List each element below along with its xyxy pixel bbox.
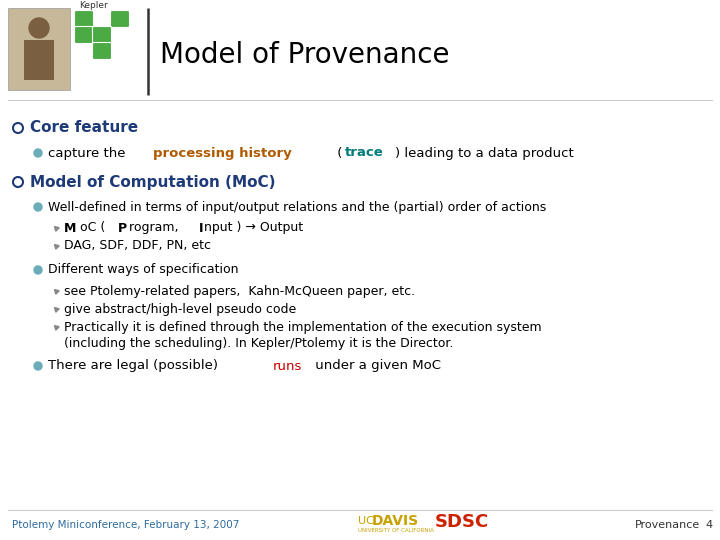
Text: capture the: capture the	[48, 146, 130, 159]
Text: rogram,: rogram,	[130, 221, 183, 234]
Circle shape	[34, 149, 42, 157]
Circle shape	[34, 203, 42, 211]
Text: oC (: oC (	[80, 221, 109, 234]
Text: under a given MoC: under a given MoC	[311, 360, 441, 373]
Text: ) leading to a data product: ) leading to a data product	[395, 146, 573, 159]
Circle shape	[29, 18, 49, 38]
Text: Well-defined in terms of input/output relations and the (partial) order of actio: Well-defined in terms of input/output re…	[48, 200, 546, 213]
Text: I: I	[199, 221, 203, 234]
Text: 4: 4	[706, 520, 713, 530]
FancyBboxPatch shape	[74, 10, 94, 28]
FancyBboxPatch shape	[8, 8, 70, 90]
FancyBboxPatch shape	[24, 40, 54, 80]
Text: UC: UC	[358, 516, 374, 526]
Text: nput ) → Output: nput ) → Output	[204, 221, 303, 234]
Circle shape	[34, 362, 42, 370]
Text: DAG, SDF, DDF, PN, etc: DAG, SDF, DDF, PN, etc	[64, 240, 211, 253]
Text: Different ways of specification: Different ways of specification	[48, 264, 238, 276]
Text: see Ptolemy-related papers,  Kahn-McQueen paper, etc.: see Ptolemy-related papers, Kahn-McQueen…	[64, 285, 415, 298]
Text: UNIVERSITY OF CALIFORNIA: UNIVERSITY OF CALIFORNIA	[358, 529, 434, 534]
Text: (: (	[333, 146, 342, 159]
FancyBboxPatch shape	[92, 26, 112, 44]
Text: Practically it is defined through the implementation of the execution system: Practically it is defined through the im…	[64, 321, 541, 334]
Text: (including the scheduling). In Kepler/Ptolemy it is the Director.: (including the scheduling). In Kepler/Pt…	[64, 336, 454, 349]
Text: give abstract/high-level pseudo code: give abstract/high-level pseudo code	[64, 302, 296, 315]
FancyBboxPatch shape	[110, 10, 130, 28]
FancyBboxPatch shape	[74, 26, 94, 44]
Text: M: M	[64, 221, 76, 234]
Text: P: P	[117, 221, 127, 234]
FancyBboxPatch shape	[92, 43, 112, 59]
Text: Provenance: Provenance	[635, 520, 700, 530]
Text: Kepler: Kepler	[79, 1, 108, 10]
Text: SDSC: SDSC	[435, 513, 490, 531]
Text: processing history: processing history	[153, 146, 292, 159]
Text: DAVIS: DAVIS	[372, 514, 419, 528]
Text: Ptolemy Miniconference, February 13, 2007: Ptolemy Miniconference, February 13, 200…	[12, 520, 239, 530]
Text: There are legal (possible): There are legal (possible)	[48, 360, 222, 373]
Text: Model of Computation (MoC): Model of Computation (MoC)	[30, 174, 276, 190]
Text: trace: trace	[345, 146, 383, 159]
Text: Model of Provenance: Model of Provenance	[160, 41, 449, 69]
Text: runs: runs	[273, 360, 302, 373]
Circle shape	[34, 266, 42, 274]
Text: Core feature: Core feature	[30, 120, 138, 136]
